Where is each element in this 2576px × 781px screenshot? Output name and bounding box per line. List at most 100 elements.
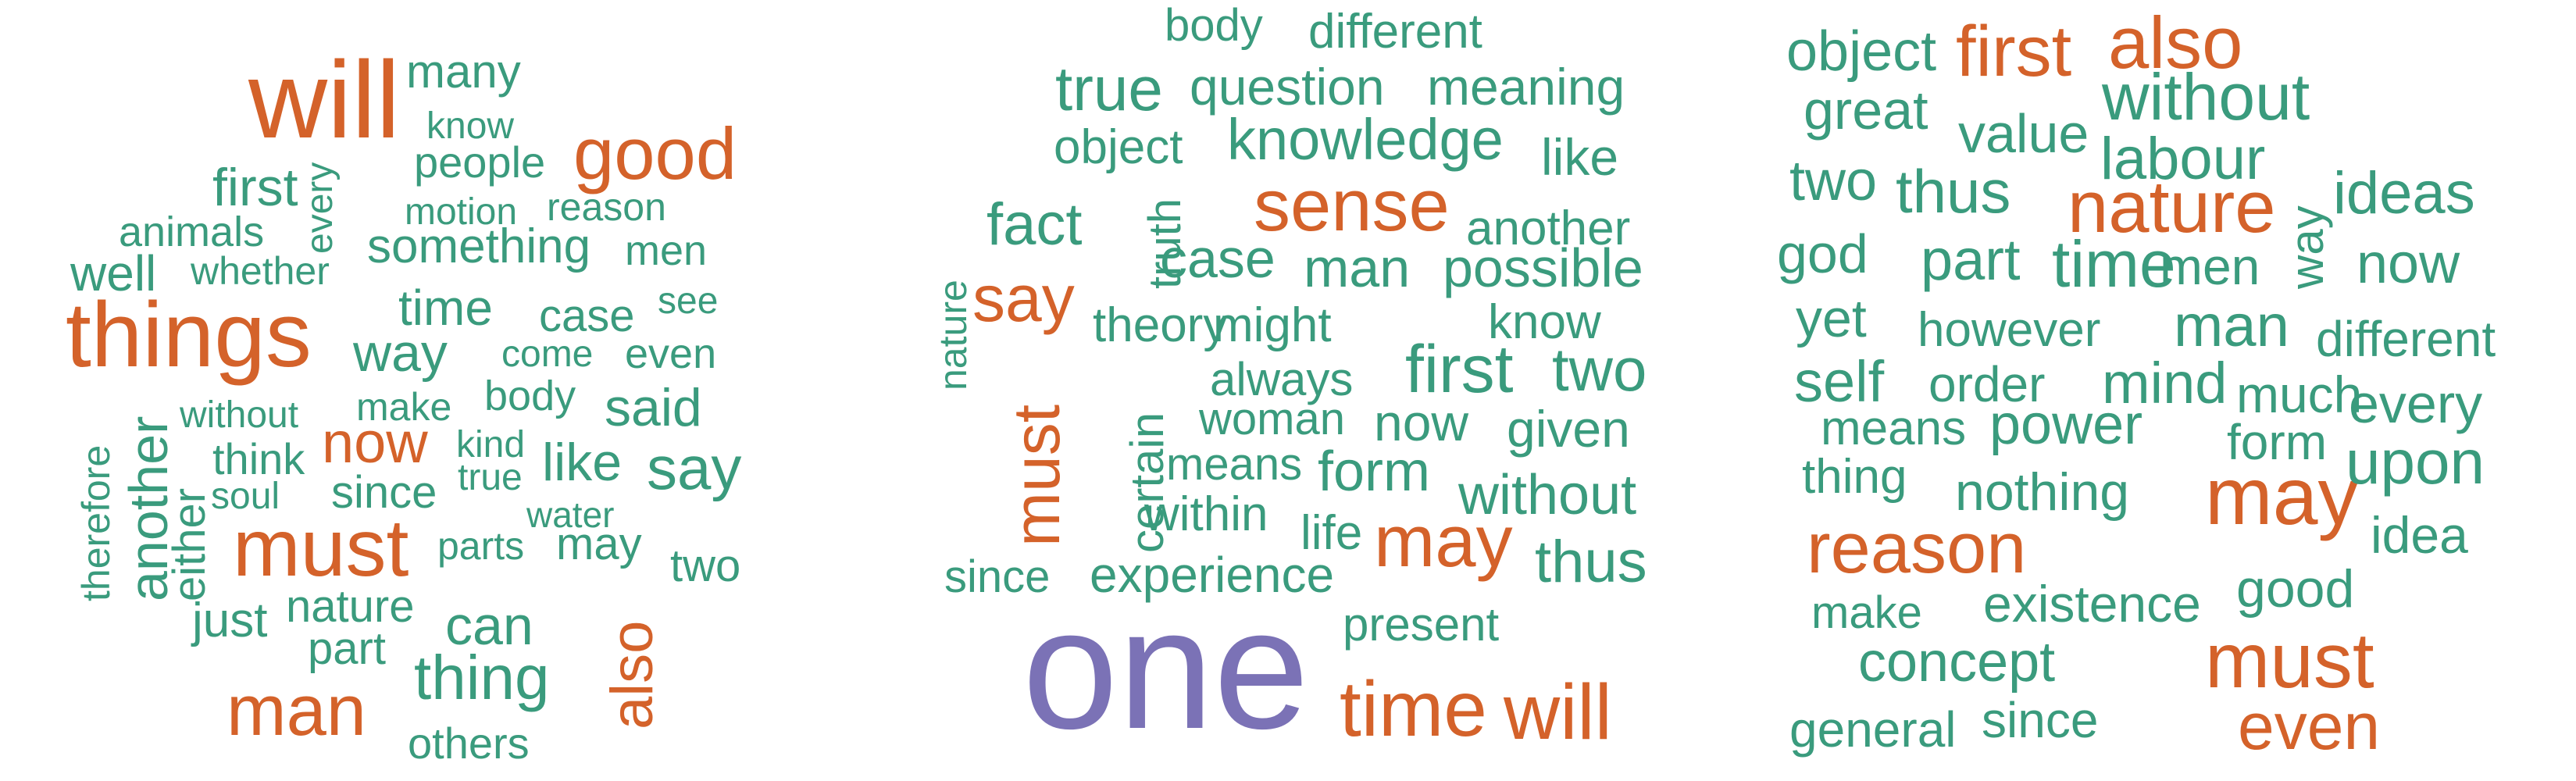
word-cloud-middle: body different true question meaning object kn… bbox=[858, 0, 1718, 781]
cloud-2-word-make: make bbox=[1811, 587, 1922, 638]
cloud-2-word-way: way bbox=[2281, 205, 2333, 289]
cloud-1-word-like: like bbox=[1541, 128, 1619, 186]
cloud-1-word-given: given bbox=[1507, 400, 1630, 458]
cloud-1-word-since: since bbox=[944, 551, 1051, 602]
cloud-0-word-since: since bbox=[331, 467, 437, 518]
cloud-2-word-power: power bbox=[1989, 394, 2143, 456]
cloud-1-word-possible: possible bbox=[1443, 237, 1643, 298]
word-cloud-left: will many know good people first every motion re… bbox=[0, 0, 858, 781]
cloud-0-word-now: now bbox=[322, 410, 428, 475]
cloud-2-word-form: form bbox=[2227, 414, 2327, 470]
cloud-0-word-men: men bbox=[625, 227, 708, 274]
cloud-2-word-nature: nature bbox=[2068, 166, 2276, 248]
cloud-0-word-make: make bbox=[356, 385, 452, 429]
cloud-1-word-true: true bbox=[1055, 54, 1163, 123]
cloud-1-word-different: different bbox=[1308, 5, 1482, 59]
cloud-2-word-labour: labour bbox=[2100, 126, 2266, 192]
cloud-0-word-therefore: therefore bbox=[74, 444, 118, 601]
cloud-0-word-may: may bbox=[556, 519, 642, 569]
cloud-0-word-motion: motion bbox=[405, 191, 518, 233]
cloud-0-word-will: will bbox=[248, 38, 401, 161]
cloud-1-word-meaning: meaning bbox=[1427, 58, 1625, 116]
cloud-2-word-ideas: ideas bbox=[2333, 160, 2475, 226]
cloud-2-word-two: two bbox=[1789, 150, 1878, 212]
cloud-0-word-nature: nature bbox=[286, 581, 415, 632]
cloud-0-word-first: first bbox=[212, 158, 298, 217]
cloud-0-word-even: even bbox=[625, 330, 717, 377]
cloud-1-word-experience: experience bbox=[1090, 547, 1335, 603]
cloud-0-word-well: well bbox=[70, 245, 157, 301]
cloud-0-word-water: water bbox=[526, 494, 615, 535]
cloud-2-word-general: general bbox=[1789, 701, 1957, 758]
cloud-2-word-without: without bbox=[2102, 60, 2310, 134]
cloud-0-word-see: see bbox=[658, 280, 719, 322]
cloud-0-word-must: must bbox=[233, 503, 409, 594]
cloud-2-word-every: every bbox=[2349, 373, 2483, 434]
cloud-1-word-present: present bbox=[1343, 598, 1500, 651]
cloud-1-word-know: know bbox=[1488, 295, 1601, 349]
cloud-1-word-life: life bbox=[1300, 506, 1363, 560]
cloud-1-word-sense: sense bbox=[1254, 164, 1450, 246]
cloud-1-word-say: say bbox=[972, 262, 1075, 335]
word-cloud-right: object first also great value without labour tw… bbox=[1718, 0, 2576, 781]
cloud-1-word-within: within bbox=[1144, 487, 1268, 541]
cloud-2-word-idea: idea bbox=[2371, 506, 2468, 564]
cloud-2-word-thing: thing bbox=[1802, 450, 1907, 504]
cloud-2-word-since: since bbox=[1982, 692, 2099, 748]
cloud-1-word-body: body bbox=[1165, 0, 1263, 51]
cloud-2-word-value: value bbox=[1958, 103, 2089, 164]
cloud-1-word-woman: woman bbox=[1199, 394, 1345, 444]
cloud-0-word-also: also bbox=[599, 620, 665, 729]
cloud-1-word-means: means bbox=[1166, 439, 1303, 490]
cloud-0-word-many: many bbox=[406, 45, 521, 98]
cloud-0-word-every: every bbox=[299, 162, 341, 254]
cloud-1-word-will: will bbox=[1504, 669, 1612, 756]
cloud-2-word-existence: existence bbox=[1983, 575, 2201, 633]
cloud-2-word-god: god bbox=[1777, 223, 1868, 284]
cloud-1-word-first: first bbox=[1405, 332, 1514, 407]
cloud-2-word-concept: concept bbox=[1858, 631, 2056, 694]
cloud-2-word-means: means bbox=[1821, 401, 1967, 455]
cloud-2-word-must: must bbox=[2205, 617, 2374, 704]
cloud-0-word-think: think bbox=[212, 434, 305, 483]
cloud-0-word-whether: whether bbox=[191, 249, 330, 293]
cloud-1-word-thus: thus bbox=[1535, 529, 1647, 595]
cloud-0-word-like: like bbox=[542, 433, 623, 492]
cloud-1-word-case: case bbox=[1160, 228, 1276, 289]
cloud-0-word-part: part bbox=[308, 623, 386, 674]
cloud-0-word-can: can bbox=[445, 595, 533, 656]
cloud-2-word-different: different bbox=[2316, 311, 2496, 367]
cloud-0-word-body: body bbox=[484, 373, 576, 419]
cloud-1-word-time: time bbox=[1340, 665, 1487, 753]
cloud-0-word-time: time bbox=[398, 280, 493, 336]
cloud-0-word-say: say bbox=[647, 433, 742, 502]
cloud-0-word-true: true bbox=[458, 457, 523, 498]
cloud-0-word-way: way bbox=[353, 323, 448, 383]
cloud-1-word-nature: nature bbox=[931, 280, 975, 390]
cloud-2-word-first: first bbox=[1956, 12, 2072, 91]
cloud-2-word-time: time bbox=[2052, 227, 2176, 301]
cloud-2-word-thus: thus bbox=[1896, 157, 2011, 226]
cloud-2-word-great: great bbox=[1804, 80, 1928, 141]
cloud-0-word-man: man bbox=[227, 671, 366, 751]
cloud-2-word-also: also bbox=[2108, 2, 2243, 84]
cloud-0-word-come: come bbox=[501, 333, 594, 375]
cloud-2-word-mind: mind bbox=[2102, 351, 2228, 415]
cloud-2-word-men: men bbox=[2160, 237, 2260, 295]
cloud-0-word-things: things bbox=[66, 284, 312, 387]
cloud-1-word-fact: fact bbox=[987, 191, 1083, 258]
cloud-0-word-thing: thing bbox=[414, 643, 550, 712]
cloud-2-word-part: part bbox=[1921, 227, 2021, 292]
cloud-0-word-either: either bbox=[164, 487, 215, 601]
cloud-2-word-now: now bbox=[2357, 233, 2460, 295]
cloud-0-word-said: said bbox=[605, 378, 702, 437]
cloud-2-word-good: good bbox=[2236, 559, 2355, 619]
cloud-1-word-may: may bbox=[1374, 500, 1513, 582]
cloud-2-word-object: object bbox=[1786, 20, 1937, 83]
cloud-2-word-order: order bbox=[1928, 356, 2046, 412]
cloud-1-word-two: two bbox=[1552, 335, 1647, 404]
cloud-2-word-yet: yet bbox=[1796, 289, 1867, 348]
cloud-2-word-may: may bbox=[2205, 451, 2359, 542]
cloud-0-word-without: without bbox=[180, 394, 299, 436]
cloud-2-word-however: however bbox=[1918, 303, 2101, 357]
